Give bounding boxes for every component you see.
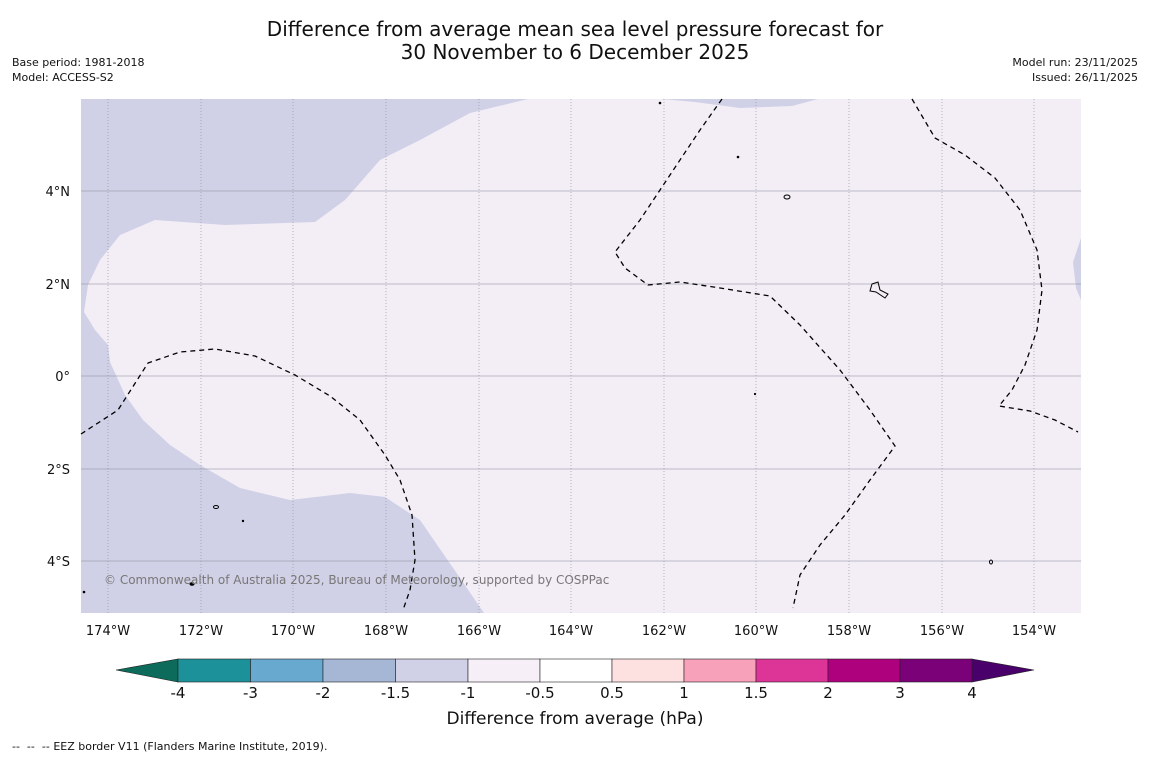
island xyxy=(783,194,791,200)
lon-label: 164°W xyxy=(549,624,593,639)
eez-border-east xyxy=(911,98,1079,433)
colorbar-segment xyxy=(539,658,613,683)
lon-label: 154°W xyxy=(1012,624,1056,639)
lon-label: 170°W xyxy=(271,624,315,639)
island-kiritimati xyxy=(869,281,889,299)
eez-borders xyxy=(80,98,1079,611)
meta-left: Base period: 1981-2018 Model: ACCESS-S2 xyxy=(12,55,144,85)
title-line-2: 30 November to 6 December 2025 xyxy=(400,40,750,64)
colorbar-tick: -1 xyxy=(460,684,476,702)
colorbar-segment xyxy=(395,658,469,683)
lon-label: 156°W xyxy=(920,624,964,639)
island xyxy=(241,519,245,523)
lon-label: 158°W xyxy=(827,624,871,639)
colorbar-tick: -2 xyxy=(315,684,331,702)
colorbar-segment xyxy=(827,658,901,683)
colorbar-segment xyxy=(755,658,829,683)
eez-legend-text: EEZ border V11 (Flanders Marine Institut… xyxy=(53,740,328,753)
island xyxy=(989,559,993,565)
colorbar-extend-low xyxy=(115,658,179,683)
colorbar-tick: 2 xyxy=(823,684,833,702)
colorbar-tick: 4 xyxy=(967,684,977,702)
issued-date: Issued: 26/11/2025 xyxy=(1031,71,1138,84)
lon-label: 172°W xyxy=(179,624,223,639)
lon-label: 174°W xyxy=(86,624,130,639)
footer-legend: -- -- -- EEZ border V11 (Flanders Marine… xyxy=(12,740,327,753)
map-plot-area: © Commonwealth of Australia 2025, Bureau… xyxy=(80,98,1081,613)
lat-label: 0° xyxy=(55,370,70,385)
map-title: Difference from average mean sea level p… xyxy=(0,18,1150,64)
colorbar-tick: 0.5 xyxy=(600,684,624,702)
colorbar-segment xyxy=(683,658,757,683)
band-lavender-east xyxy=(1073,238,1081,300)
lat-label: 4°S xyxy=(47,555,70,570)
eez-border-center xyxy=(614,98,896,609)
island xyxy=(753,392,757,396)
island xyxy=(658,101,662,105)
model-run: Model run: 23/11/2025 xyxy=(1012,56,1138,69)
band-lavender-top-center xyxy=(662,99,818,108)
meta-right: Model run: 23/11/2025 Issued: 26/11/2025 xyxy=(1012,55,1138,85)
colorbar-segment xyxy=(322,658,396,683)
lon-label: 168°W xyxy=(364,624,408,639)
island xyxy=(82,590,86,594)
colorbar xyxy=(115,658,1035,683)
eez-legend-symbol: -- -- -- xyxy=(12,740,50,753)
lon-label: 160°W xyxy=(734,624,778,639)
island xyxy=(736,155,740,159)
colorbar-tick: -0.5 xyxy=(525,684,555,702)
graticule xyxy=(81,99,1081,613)
colorbar-tick: 1 xyxy=(679,684,689,702)
title-line-1: Difference from average mean sea level p… xyxy=(266,17,884,41)
colorbar-tick: -3 xyxy=(243,684,258,702)
lat-axis-labels: 4°N 2°N 0° 2°S 4°S xyxy=(46,185,71,570)
copyright-notice: © Commonwealth of Australia 2025, Bureau… xyxy=(104,573,609,587)
colorbar-segment xyxy=(467,658,541,683)
lat-label: 2°N xyxy=(46,278,71,293)
band-lavender-north xyxy=(81,99,528,613)
lon-label: 162°W xyxy=(642,624,686,639)
island xyxy=(189,582,195,586)
islands xyxy=(82,101,993,594)
lat-label: 4°N xyxy=(46,185,71,200)
colorbar-segment xyxy=(250,658,324,683)
lat-label: 2°S xyxy=(47,463,70,478)
colorbar-tick: -1.5 xyxy=(380,684,411,702)
colorbar-title: Difference from average (hPa) xyxy=(446,709,704,729)
colorbar-tick: 3 xyxy=(895,684,905,702)
colorbar-extend-high xyxy=(971,658,1035,683)
model-name: Model: ACCESS-S2 xyxy=(12,71,114,84)
lon-axis-labels: 174°W 172°W 170°W 168°W 166°W 164°W 162°… xyxy=(86,624,1056,639)
island xyxy=(213,505,219,509)
base-period: Base period: 1981-2018 xyxy=(12,56,145,69)
lon-label: 166°W xyxy=(457,624,501,639)
colorbar-tick: -4 xyxy=(170,684,186,702)
colorbar-segment xyxy=(611,658,685,683)
eez-border-west xyxy=(80,348,416,611)
colorbar-segment xyxy=(899,658,973,683)
colorbar-segment xyxy=(177,658,251,683)
colorbar-tick: 1.5 xyxy=(744,684,768,702)
